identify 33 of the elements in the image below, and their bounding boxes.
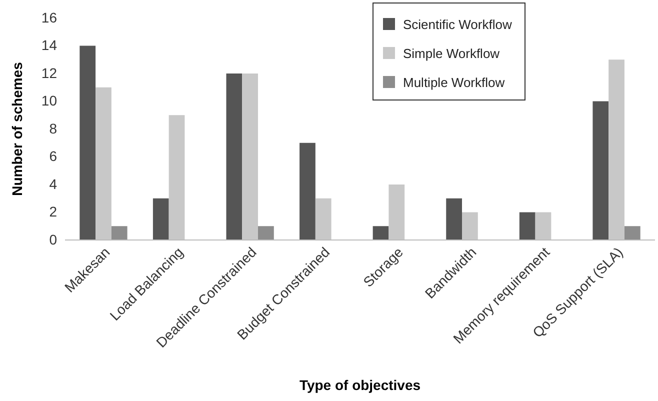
bar <box>96 87 112 240</box>
bar <box>300 142 316 240</box>
bar <box>608 60 624 240</box>
y-tick-label: 8 <box>49 120 58 136</box>
y-axis-title: Number of schemes <box>9 62 25 196</box>
y-tick-label: 0 <box>49 231 58 248</box>
y-tick-label: 16 <box>41 9 58 26</box>
bar <box>388 184 405 240</box>
y-tick-label: 2 <box>49 204 58 220</box>
bar <box>372 226 389 240</box>
bar <box>446 198 462 240</box>
bar <box>535 212 552 240</box>
y-tick-label: 4 <box>49 176 58 192</box>
bar <box>592 101 609 240</box>
y-tick-label: 6 <box>49 148 58 164</box>
bar <box>519 212 536 240</box>
bar <box>80 46 96 240</box>
bar <box>111 226 128 240</box>
bar <box>462 212 478 240</box>
bar <box>226 74 242 240</box>
bar <box>152 198 169 240</box>
legend-label: Scientific Workflow <box>403 17 512 32</box>
bar <box>168 115 185 240</box>
bar <box>624 226 640 240</box>
x-axis-title: Type of objectives <box>299 377 421 393</box>
legend-label: Simple Workflow <box>403 46 500 61</box>
y-tick-label: 12 <box>41 64 58 81</box>
y-tick-label: 10 <box>41 92 58 109</box>
y-tick-label: 14 <box>41 37 58 54</box>
bar <box>258 226 274 240</box>
bar <box>315 198 332 240</box>
bar <box>242 74 258 240</box>
legend-label: Multiple Workflow <box>403 75 506 90</box>
